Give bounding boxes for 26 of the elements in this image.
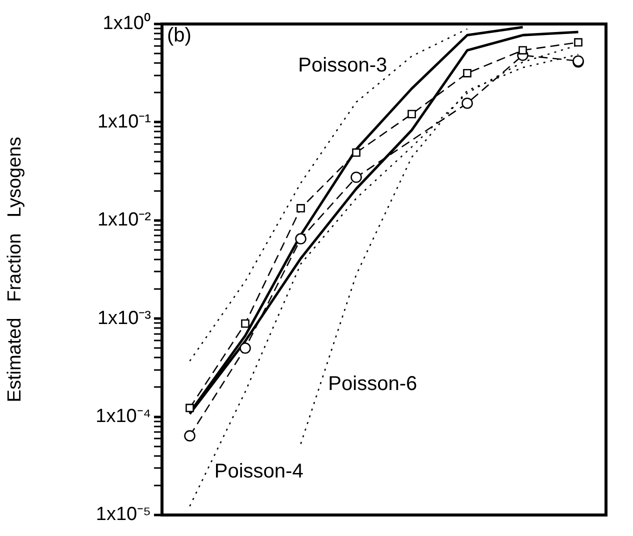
- y-tick-label: 1x10⁻³: [97, 308, 151, 329]
- point: [240, 342, 251, 354]
- point: [352, 148, 360, 157]
- point: [295, 233, 306, 244]
- point: [463, 68, 472, 78]
- y-tick-label: 1x10⁻²: [97, 210, 151, 231]
- y-tick-label: 1x10⁻⁵: [96, 504, 151, 526]
- point: [241, 319, 250, 328]
- series-label: Poisson-3: [298, 54, 388, 76]
- y-tick-label: 1x10⁻⁴: [96, 406, 151, 428]
- point: [184, 430, 196, 442]
- y-tick-label: 1x10⁰: [102, 12, 151, 34]
- point: [518, 46, 527, 54]
- annotation: (b): [167, 24, 192, 47]
- y-axis-title: Estimated Fraction Lysogens: [4, 136, 26, 402]
- point: [462, 98, 473, 109]
- point: [408, 110, 416, 118]
- series-label: Poisson-4: [214, 460, 304, 482]
- point: [350, 172, 362, 183]
- point: [296, 204, 305, 212]
- point: [572, 55, 584, 67]
- y-tick-label: 1x10⁻¹: [97, 111, 151, 132]
- line-series: [189, 28, 468, 362]
- point: [574, 38, 582, 47]
- series-label: Poisson-6: [328, 373, 418, 396]
- point: [186, 404, 194, 412]
